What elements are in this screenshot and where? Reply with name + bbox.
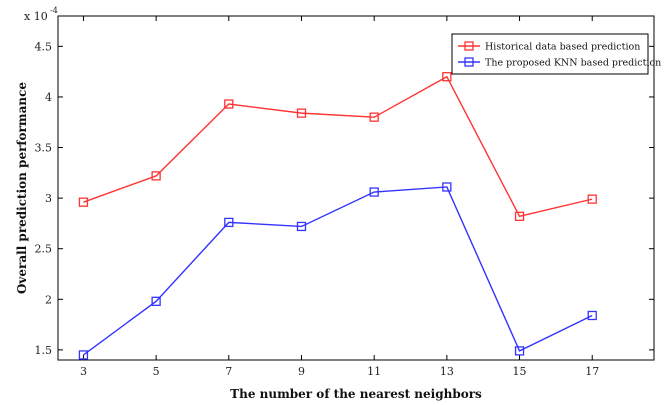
x-tick-label: 17 — [585, 365, 599, 378]
x-tick-label: 15 — [513, 365, 527, 378]
series-2 — [78, 182, 597, 360]
legend-label: Historical data based prediction — [485, 42, 640, 53]
data-point — [587, 194, 597, 204]
data-point — [442, 72, 452, 82]
legend-entry: The proposed KNN based prediction — [458, 57, 661, 69]
data-point — [442, 182, 452, 192]
y-multiplier-base: x 10 — [24, 10, 48, 23]
data-point — [224, 99, 234, 109]
y-multiplier-exponent: -4 — [50, 6, 58, 15]
data-point — [78, 197, 89, 207]
x-tick-label: 3 — [80, 365, 87, 378]
legend-box — [451, 33, 649, 75]
y-tick-label: 1.5 — [35, 344, 53, 357]
y-tick-label: 2 — [45, 293, 52, 306]
legend-marker — [464, 41, 474, 51]
series-line — [83, 75, 593, 218]
series-line — [83, 186, 593, 356]
data-point — [369, 187, 379, 197]
x-axis: 3 5 7 9 11 13 15 17 — [80, 16, 599, 378]
data-point — [224, 217, 234, 228]
data-point — [514, 211, 525, 221]
series-1 — [78, 72, 597, 221]
x-tick-label: 7 — [225, 365, 232, 378]
x-tick-label: 5 — [153, 365, 160, 378]
data-point — [151, 296, 161, 306]
data-point — [296, 221, 307, 232]
y-tick-label: 4 — [45, 91, 52, 104]
y-tick-label: 4.5 — [35, 40, 53, 53]
x-axis-title: The number of the nearest neighbors — [230, 387, 482, 401]
y-tick-label: 3.5 — [35, 142, 53, 155]
data-point — [587, 310, 597, 321]
data-point — [514, 346, 525, 356]
y-axis-title: Overall prediction performance — [15, 82, 29, 294]
legend: Historical data based prediction The prop… — [451, 33, 661, 75]
legend-marker — [464, 57, 474, 67]
x-tick-label: 11 — [367, 365, 381, 378]
data-point — [151, 171, 161, 181]
legend-label: The proposed KNN based prediction — [485, 58, 661, 69]
y-tick-label: 3 — [45, 192, 52, 205]
x-tick-label: 9 — [298, 365, 305, 378]
y-tick-label: 2.5 — [35, 243, 53, 256]
y-axis: 1.5 2 2.5 3 3.5 4 4.5 — [35, 40, 654, 357]
data-point — [78, 350, 89, 360]
legend-entry: Historical data based prediction — [458, 41, 640, 53]
y-multiplier-label: x 10 -4 — [24, 6, 58, 23]
data-point — [369, 112, 379, 122]
x-tick-label: 13 — [440, 365, 454, 378]
data-point — [296, 108, 307, 118]
series-layer — [78, 72, 597, 360]
